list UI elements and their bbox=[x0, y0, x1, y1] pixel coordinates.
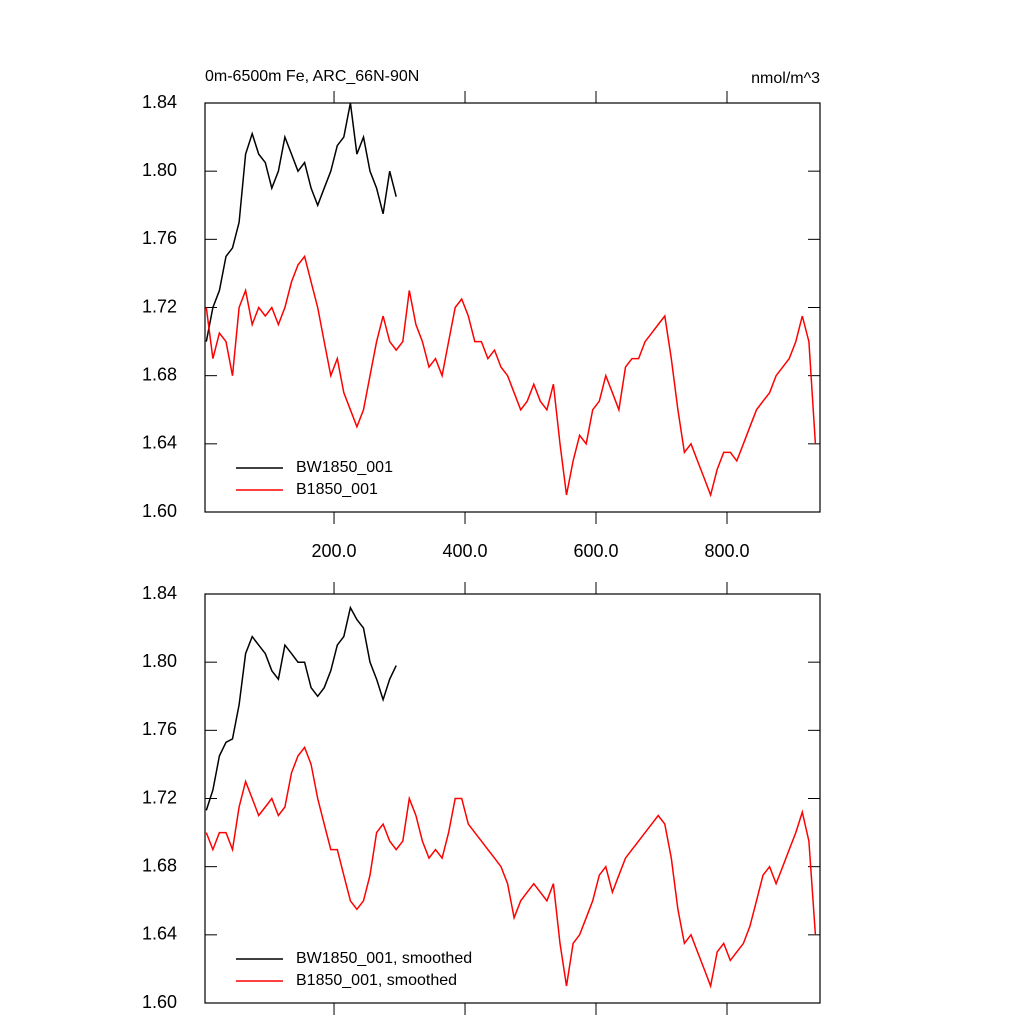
units-label: nmol/m^3 bbox=[751, 70, 820, 87]
legend-label: BW1850_001, smoothed bbox=[296, 950, 472, 967]
y-tick-label: 1.84 bbox=[142, 92, 177, 112]
y-tick-label: 1.64 bbox=[142, 924, 177, 944]
series-line bbox=[205, 102, 397, 342]
legend-label: B1850_001 bbox=[296, 481, 378, 498]
y-tick-label: 1.64 bbox=[142, 433, 177, 453]
y-tick-label: 1.76 bbox=[142, 719, 177, 739]
series-line bbox=[205, 254, 817, 498]
plot-frame bbox=[204, 102, 821, 513]
y-tick-label: 1.84 bbox=[142, 583, 177, 603]
series-line bbox=[205, 745, 817, 989]
y-tick-label: 1.80 bbox=[142, 160, 177, 180]
series-line bbox=[205, 605, 397, 811]
y-tick-label: 1.72 bbox=[142, 296, 177, 316]
y-tick-label: 1.76 bbox=[142, 228, 177, 248]
x-tick-label: 800.0 bbox=[704, 541, 749, 561]
y-tick-label: 1.80 bbox=[142, 651, 177, 671]
x-tick-label: 400.0 bbox=[442, 541, 487, 561]
legend-label: BW1850_001 bbox=[296, 459, 393, 476]
x-tick-label: 600.0 bbox=[573, 541, 618, 561]
y-tick-label: 1.60 bbox=[142, 992, 177, 1012]
y-tick-label: 1.72 bbox=[142, 787, 177, 807]
chart-title: 0m-6500m Fe, ARC_66N-90N bbox=[205, 68, 419, 85]
legend-label: B1850_001, smoothed bbox=[296, 972, 457, 989]
y-tick-label: 1.68 bbox=[142, 364, 177, 384]
y-tick-label: 1.60 bbox=[142, 501, 177, 521]
y-tick-label: 1.68 bbox=[142, 855, 177, 875]
plot-frame bbox=[204, 593, 821, 1004]
x-tick-label: 200.0 bbox=[312, 541, 357, 561]
